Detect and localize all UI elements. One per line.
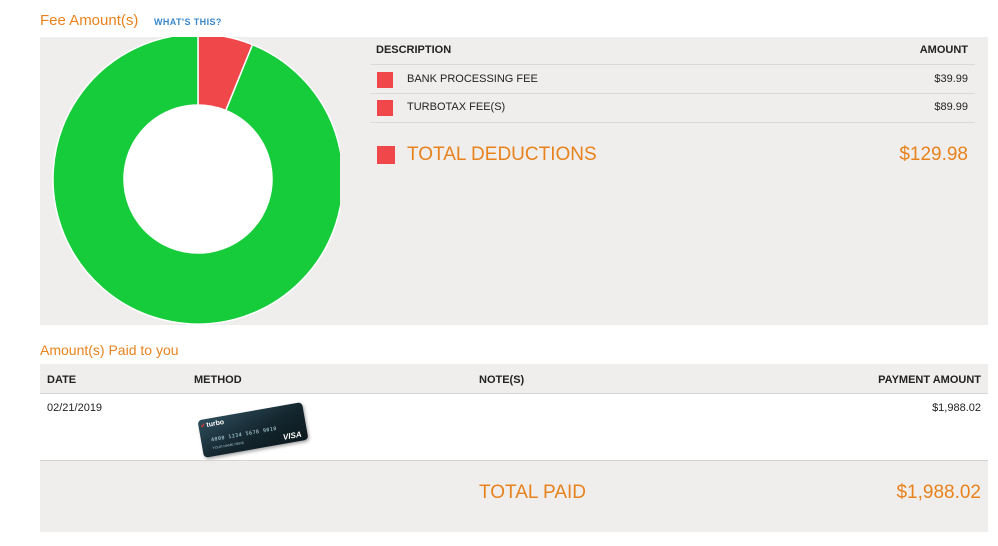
total-deductions-swatch <box>377 146 395 164</box>
bank-fee-amount: $39.99 <box>934 73 968 85</box>
payment-date: 02/21/2019 <box>47 402 103 414</box>
col-method-header: METHOD <box>194 374 242 386</box>
bank-fee-swatch <box>377 72 393 88</box>
col-payment-header: PAYMENT AMOUNT <box>878 374 981 386</box>
col-date-header: DATE <box>47 374 77 386</box>
total-deductions-amount: $129.98 <box>899 144 968 165</box>
fee-section-title: Fee Amount(s) <box>40 12 139 29</box>
turbotax-fee-description: TURBOTAX FEE(S) <box>407 101 506 113</box>
fee-donut-chart <box>52 37 340 325</box>
card-network-label: VISA <box>282 429 303 442</box>
bank-fee-description: BANK PROCESSING FEE <box>407 73 538 85</box>
total-deductions-label: TOTAL DEDUCTIONS <box>407 144 597 165</box>
whats-this-link[interactable]: WHAT'S THIS? <box>154 17 222 27</box>
card-number: 4000 1234 5678 9010 <box>210 425 278 444</box>
turbotax-fee-swatch <box>377 100 393 116</box>
turbotax-fee-amount: $89.99 <box>934 101 968 113</box>
card-brand-label: turbo <box>205 418 225 429</box>
row-divider <box>370 93 975 94</box>
paid-section-title: Amount(s) Paid to you <box>40 342 179 358</box>
paid-panel: DATE METHOD NOTE(S) PAYMENT AMOUNT 02/21… <box>40 364 988 532</box>
fee-panel: DESCRIPTION AMOUNT BANK PROCESSING FEE $… <box>40 37 988 325</box>
turbo-visa-card-icon: ✔ turbo 4000 1234 5678 9010 YOUR NAME HE… <box>197 402 309 458</box>
table-row: 02/21/2019 ✔ turbo 4000 1234 5678 9010 Y… <box>40 394 988 460</box>
total-paid-amount: $1,988.02 <box>896 482 981 503</box>
col-amount-header: AMOUNT <box>919 44 968 56</box>
header-divider <box>40 393 988 394</box>
total-paid-label: TOTAL PAID <box>479 482 586 503</box>
row-divider <box>40 460 988 461</box>
payment-amount: $1,988.02 <box>932 402 981 414</box>
col-description-header: DESCRIPTION <box>376 44 452 56</box>
row-divider <box>370 122 975 123</box>
col-notes-header: NOTE(S) <box>479 374 525 386</box>
donut-hole <box>124 105 272 253</box>
header-divider <box>370 64 975 65</box>
